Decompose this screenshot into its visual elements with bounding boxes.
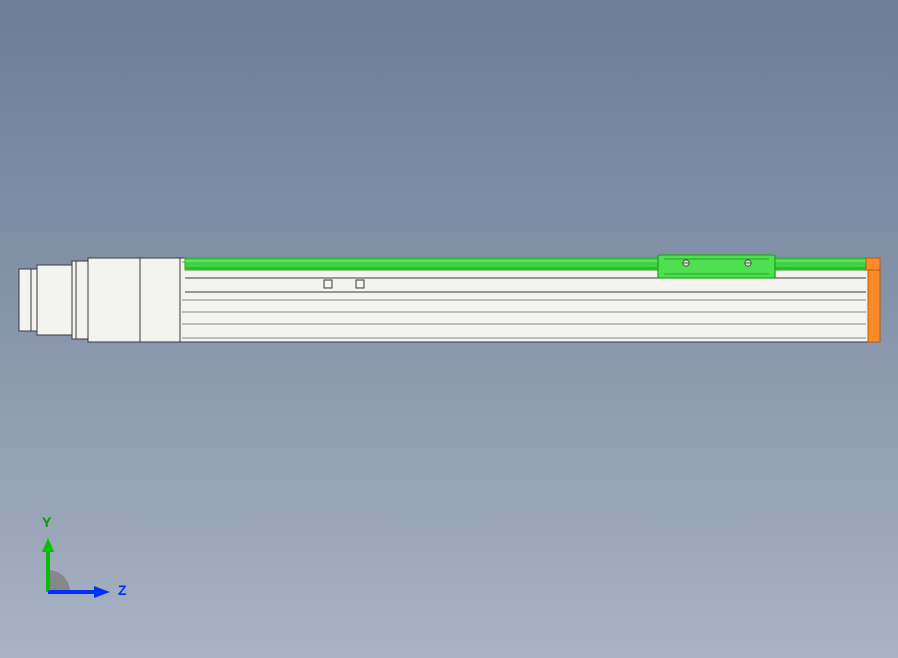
cad-viewport[interactable]: Y Z [0,0,898,658]
axis-label-z: Z [118,582,127,598]
triad-origin-wedge [48,570,70,592]
axis-label-y: Y [42,514,51,530]
orientation-triad[interactable]: Y Z [28,502,138,612]
